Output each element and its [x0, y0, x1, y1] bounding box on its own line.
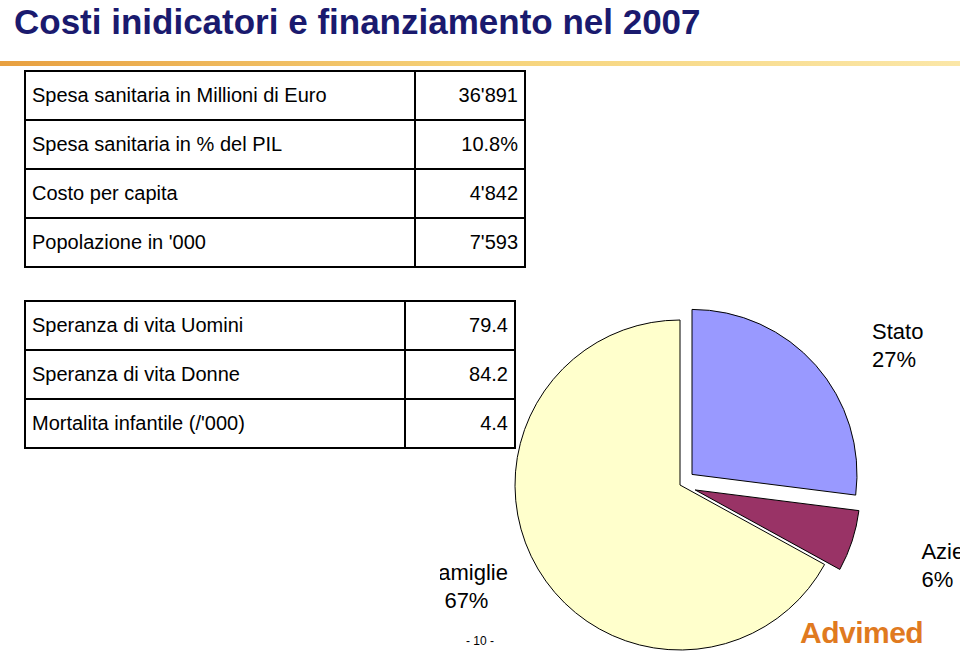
svg-text:Aziende: Aziende	[921, 539, 960, 564]
svg-text:Famiglie: Famiglie	[440, 560, 508, 585]
html-text:84.2: 84.2	[469, 363, 508, 385]
svg-text:Stato: Stato	[872, 319, 923, 344]
html-text:Speranza di vita Uomini: Speranza di vita Uomini	[32, 314, 244, 336]
html-text:Spesa sanitaria in % del PIL: Spesa sanitaria in % del PIL	[32, 133, 283, 155]
html-text:Spesa sanitaria in Millioni di: Spesa sanitaria in Millioni di Euro	[32, 84, 327, 106]
html-text:- 10 -: - 10 -	[466, 634, 494, 648]
html-text:Costo per capita: Costo per capita	[32, 182, 178, 204]
html-text:4.4: 4.4	[480, 412, 508, 434]
html-text:Popolazione in '000: Popolazione in '000	[32, 231, 206, 253]
svg-text:6%: 6%	[921, 567, 953, 592]
html-text:7'593: 7'593	[469, 231, 518, 253]
svg-text:27%: 27%	[872, 347, 916, 372]
html-text:10.8%: 10.8%	[461, 133, 518, 155]
html-text:Costi inidicatori e finanziame: Costi inidicatori e finanziamento nel 20…	[14, 2, 701, 41]
html-text:Mortalita infantile (/'000): Mortalita infantile (/'000)	[32, 412, 245, 434]
html-text:4'842: 4'842	[469, 182, 518, 204]
html-text:36'891: 36'891	[458, 84, 518, 106]
html-text:79.4: 79.4	[469, 314, 508, 336]
svg-text:67%: 67%	[444, 588, 488, 613]
html-text:Speranza di vita Donne: Speranza di vita Donne	[32, 363, 240, 385]
html-text:Advimed: Advimed	[800, 616, 924, 649]
